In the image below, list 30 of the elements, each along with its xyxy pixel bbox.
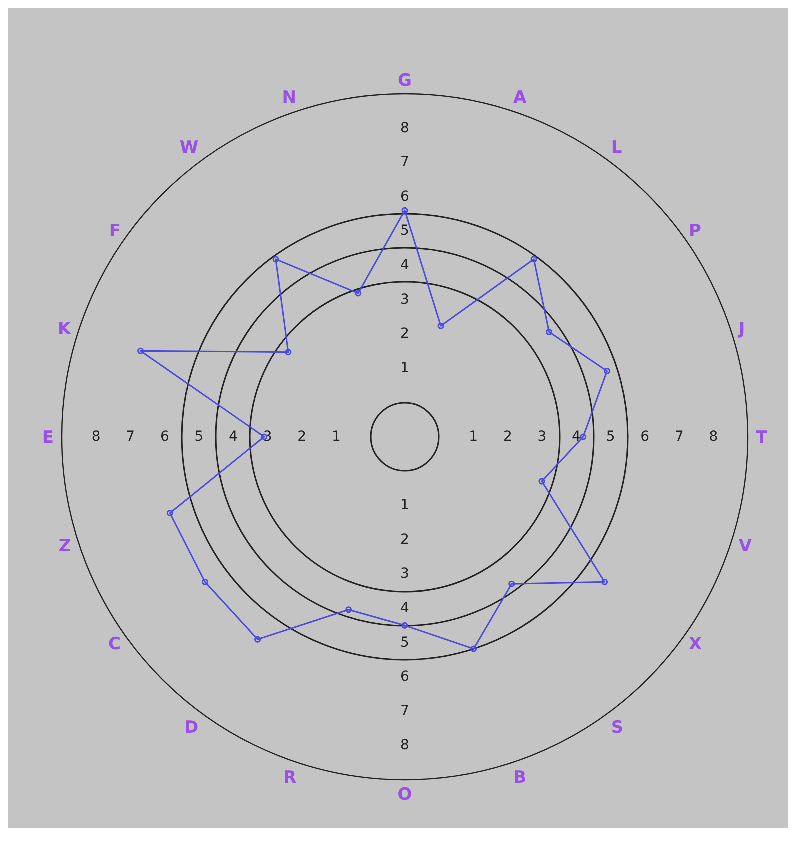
spoke-label: A [513, 88, 528, 108]
spoke-label: L [611, 138, 622, 158]
text: 7 [126, 429, 136, 445]
text: 6 [640, 429, 650, 445]
spoke-label: R [283, 768, 297, 788]
spoke-label: B [513, 768, 526, 788]
spoke-label: T [756, 428, 768, 448]
spoke-label: W [180, 138, 199, 158]
spoke-label: P [688, 222, 702, 242]
spoke-label: C [108, 634, 122, 654]
spoke-label: D [184, 718, 199, 738]
text: 5 [606, 429, 616, 445]
text: 3 [263, 429, 272, 445]
spoke-label: O [398, 785, 412, 806]
text: 2 [298, 429, 307, 445]
text: 1 [332, 429, 341, 445]
text: 7 [674, 429, 684, 445]
spoke-label: G [398, 71, 412, 91]
spoke-label: X [688, 634, 702, 654]
spoke-label: E [42, 428, 54, 448]
spoke-label: N [282, 88, 297, 108]
spoke-label: S [611, 718, 624, 738]
text: 8 [709, 429, 718, 445]
text: 3 [538, 429, 547, 445]
spoke-label: Z [58, 536, 72, 556]
spoke-label: K [58, 320, 72, 340]
spoke-label: J [738, 320, 746, 340]
spoke-label: F [109, 222, 122, 242]
text: 4 [229, 429, 238, 445]
spoke-label: V [738, 536, 753, 556]
